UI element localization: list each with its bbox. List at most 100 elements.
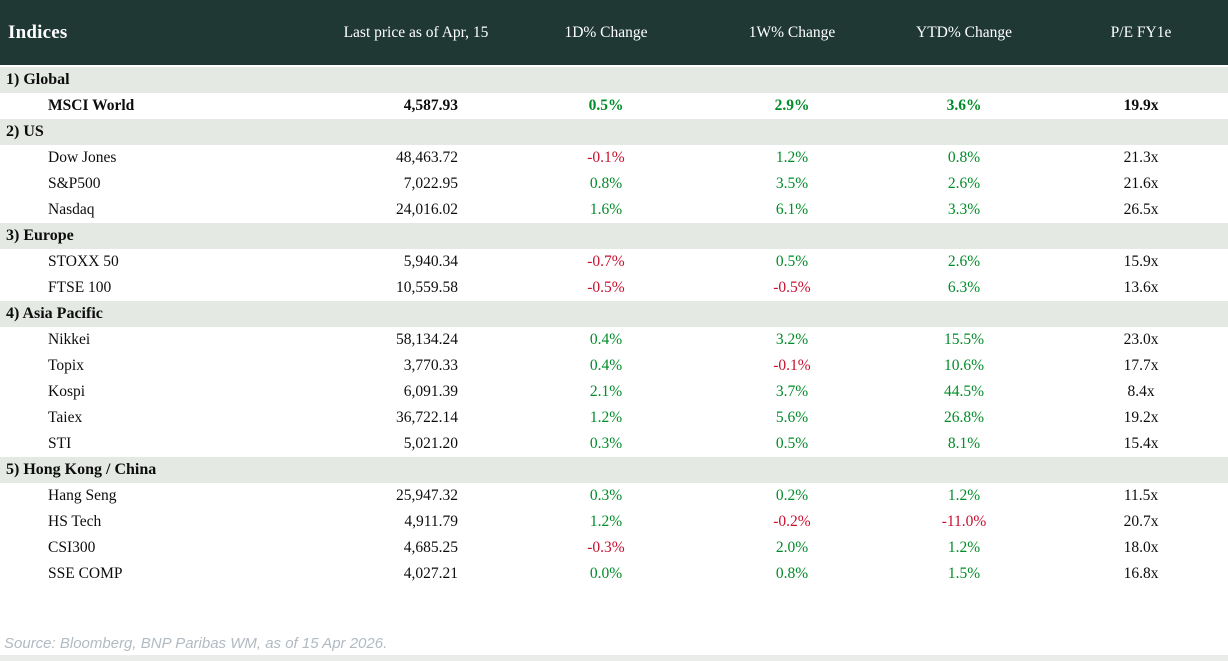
change-ytd-cell: 3.3% (947, 201, 981, 218)
change-1w-cell: 3.7% (775, 383, 809, 400)
change-1d-cell: 0.4% (589, 357, 623, 374)
index-name-cell: Taiex (48, 409, 83, 426)
pe-cell: 21.3x (1123, 149, 1159, 166)
pe-cell: 26.5x (1123, 201, 1159, 218)
col-header-ytd-change: YTD% Change (916, 23, 1012, 41)
table-header-row: Indices Last price as of Apr, 15 1D% Cha… (0, 0, 1228, 65)
change-ytd-cell: 44.5% (943, 383, 985, 400)
section-header-row: 4) Asia Pacific (0, 301, 1228, 327)
last-price-cell: 5,940.34 (403, 253, 458, 270)
change-ytd-cell: 1.5% (947, 565, 981, 582)
table-title: Indices (8, 21, 68, 43)
change-ytd-cell: 26.8% (943, 409, 985, 426)
change-ytd-cell: 1.2% (947, 487, 981, 504)
change-1d-cell: -0.7% (587, 253, 625, 270)
index-name-cell: SSE COMP (48, 565, 123, 582)
last-price-cell: 6,091.39 (403, 383, 458, 400)
index-name-cell: Kospi (48, 383, 86, 400)
table-row: Nasdaq 24,016.02 1.6% 6.1% 3.3% 26.5x (0, 197, 1228, 223)
pe-cell: 21.6x (1123, 175, 1159, 192)
pe-cell: 15.9x (1123, 253, 1159, 270)
change-1d-cell: -0.1% (587, 149, 625, 166)
source-note: Source: Bloomberg, BNP Paribas WM, as of… (4, 635, 388, 652)
change-1d-cell: -0.5% (587, 279, 625, 296)
pe-cell: 15.4x (1123, 435, 1159, 452)
index-name-cell: Topix (48, 357, 84, 374)
index-name-cell: HS Tech (48, 513, 102, 530)
index-name-cell: STOXX 50 (48, 253, 119, 270)
change-1d-cell: 0.8% (589, 175, 623, 192)
last-price-cell: 24,016.02 (396, 201, 458, 218)
table-row: SSE COMP 4,027.21 0.0% 0.8% 1.5% 16.8x (0, 561, 1228, 587)
index-name-cell: Nikkei (48, 331, 91, 348)
section-header-row: 1) Global (0, 67, 1228, 93)
change-1d-cell: 1.2% (589, 409, 623, 426)
col-header-pe: P/E FY1e (1110, 23, 1172, 41)
change-ytd-cell: 6.3% (947, 279, 981, 296)
table-row: HS Tech 4,911.79 1.2% -0.2% -11.0% 20.7x (0, 509, 1228, 535)
last-price-cell: 4,027.21 (403, 565, 458, 582)
table-row: Nikkei 58,134.24 0.4% 3.2% 15.5% 23.0x (0, 327, 1228, 353)
last-price-cell: 7,022.95 (403, 175, 458, 192)
col-header-1w-change: 1W% Change (748, 23, 836, 41)
pe-cell: 11.5x (1123, 487, 1159, 504)
section-header-row: 5) Hong Kong / China (0, 457, 1228, 483)
change-ytd-cell: 2.6% (947, 175, 981, 192)
change-ytd-cell: 2.6% (947, 253, 981, 270)
change-ytd-cell: 15.5% (943, 331, 985, 348)
last-price-cell: 10,559.58 (396, 279, 458, 296)
section-header-row: 3) Europe (0, 223, 1228, 249)
change-1w-cell: 2.0% (775, 539, 809, 556)
table-row: FTSE 100 10,559.58 -0.5% -0.5% 6.3% 13.6x (0, 275, 1228, 301)
table-body: 1) Global MSCI World 4,587.93 0.5% 2.9% 3.6% 1… (0, 67, 1228, 587)
last-price-cell: 4,685.25 (403, 539, 458, 556)
index-name-cell: FTSE 100 (48, 279, 112, 296)
col-header-last-price: Last price as of Apr, 15 (343, 23, 489, 41)
change-1w-cell: 5.6% (775, 409, 809, 426)
pe-cell: 13.6x (1123, 279, 1159, 296)
pe-cell: 8.4x (1127, 383, 1155, 400)
last-price-cell: 4,587.93 (403, 97, 458, 114)
change-1d-cell: 0.3% (589, 435, 623, 452)
pe-cell: 19.2x (1123, 409, 1159, 426)
table-row: Topix 3,770.33 0.4% -0.1% 10.6% 17.7x (0, 353, 1228, 379)
change-1w-cell: 6.1% (775, 201, 809, 218)
change-ytd-cell: 0.8% (947, 149, 981, 166)
change-1d-cell: -0.3% (587, 539, 625, 556)
change-1d-cell: 2.1% (589, 383, 623, 400)
change-1w-cell: 1.2% (775, 149, 809, 166)
last-price-cell: 58,134.24 (396, 331, 458, 348)
index-name-cell: STI (48, 435, 72, 452)
change-1w-cell: -0.2% (773, 513, 811, 530)
pe-cell: 19.9x (1123, 97, 1159, 114)
change-ytd-cell: -11.0% (941, 513, 987, 530)
table-row: S&P500 7,022.95 0.8% 3.5% 2.6% 21.6x (0, 171, 1228, 197)
index-name-cell: Dow Jones (48, 149, 117, 166)
last-price-cell: 36,722.14 (396, 409, 458, 426)
bottom-strip (0, 655, 1228, 661)
change-1w-cell: 0.5% (775, 253, 809, 270)
change-ytd-cell: 10.6% (943, 357, 985, 374)
table-row: Kospi 6,091.39 2.1% 3.7% 44.5% 8.4x (0, 379, 1228, 405)
change-1w-cell: 3.5% (775, 175, 809, 192)
last-price-cell: 25,947.32 (396, 487, 458, 504)
index-name-cell: CSI300 (48, 539, 96, 556)
table-row: CSI300 4,685.25 -0.3% 2.0% 1.2% 18.0x (0, 535, 1228, 561)
change-1w-cell: 0.8% (775, 565, 809, 582)
index-name-cell: Hang Seng (48, 487, 117, 504)
table-row: MSCI World 4,587.93 0.5% 2.9% 3.6% 19.9x (0, 93, 1228, 119)
table-row: STI 5,021.20 0.3% 0.5% 8.1% 15.4x (0, 431, 1228, 457)
change-1d-cell: 0.4% (589, 331, 623, 348)
index-name-cell: Nasdaq (48, 201, 95, 218)
table-row: Hang Seng 25,947.32 0.3% 0.2% 1.2% 11.5x (0, 483, 1228, 509)
change-1d-cell: 0.0% (589, 565, 623, 582)
change-1d-cell: 0.3% (589, 487, 623, 504)
pe-cell: 23.0x (1123, 331, 1159, 348)
section-header-row: 2) US (0, 119, 1228, 145)
last-price-cell: 48,463.72 (396, 149, 458, 166)
change-1w-cell: 2.9% (774, 97, 810, 114)
pe-cell: 18.0x (1123, 539, 1159, 556)
last-price-cell: 3,770.33 (403, 357, 458, 374)
table-row: STOXX 50 5,940.34 -0.7% 0.5% 2.6% 15.9x (0, 249, 1228, 275)
change-1w-cell: 3.2% (775, 331, 809, 348)
